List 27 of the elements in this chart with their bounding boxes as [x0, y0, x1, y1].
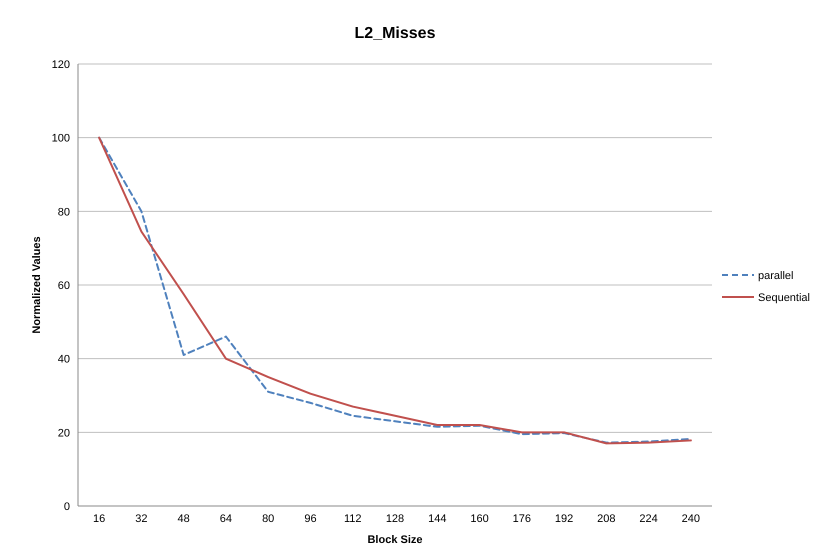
- x-tick-label: 48: [178, 513, 190, 525]
- x-tick-label: 128: [386, 513, 404, 525]
- x-tick-label: 96: [304, 513, 317, 525]
- y-tick-label: 40: [58, 354, 70, 366]
- x-tick-label: 112: [344, 513, 362, 525]
- legend-label: parallel: [758, 270, 794, 282]
- x-axis-title: Block Size: [367, 534, 423, 546]
- legend-label: Sequential: [758, 292, 810, 304]
- x-tick-label: 80: [262, 513, 274, 525]
- x-tick-label: 224: [639, 513, 658, 525]
- x-tick-label: 176: [512, 513, 531, 525]
- y-tick-label: 60: [58, 280, 70, 292]
- chart-title: L2_Misses: [354, 25, 436, 42]
- y-tick-label: 0: [64, 501, 70, 513]
- y-tick-label: 20: [58, 427, 70, 440]
- y-tick-label: 100: [52, 132, 70, 145]
- x-tick-label: 64: [220, 513, 232, 525]
- x-tick-label: 240: [682, 513, 700, 525]
- y-axis-title: Normalized Values: [31, 236, 43, 334]
- x-tick-label: 32: [135, 513, 148, 525]
- y-tick-label: 80: [58, 206, 70, 218]
- x-tick-label: 208: [597, 513, 616, 525]
- x-tick-label: 16: [93, 513, 106, 525]
- x-tick-label: 192: [554, 513, 574, 525]
- x-tick-label: 144: [428, 513, 446, 525]
- y-tick-label: 120: [52, 59, 70, 71]
- x-tick-label: 160: [470, 513, 489, 525]
